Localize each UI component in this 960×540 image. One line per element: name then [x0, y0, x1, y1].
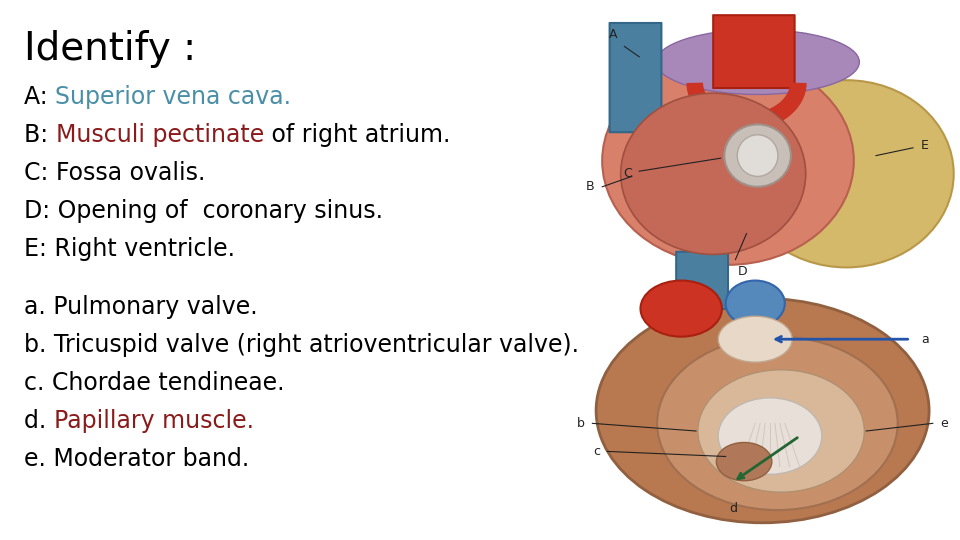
Ellipse shape [596, 299, 929, 523]
Ellipse shape [724, 124, 791, 187]
FancyBboxPatch shape [676, 252, 728, 309]
FancyBboxPatch shape [713, 15, 795, 88]
Text: b. Tricuspid valve (right atrioventricular valve).: b. Tricuspid valve (right atrioventricul… [24, 333, 579, 357]
Ellipse shape [726, 281, 785, 327]
Ellipse shape [718, 316, 792, 362]
Text: c: c [592, 445, 600, 458]
Ellipse shape [658, 336, 898, 510]
Ellipse shape [718, 398, 822, 474]
Text: Musculi pectinate: Musculi pectinate [56, 123, 264, 147]
Text: D: D [738, 265, 748, 278]
Text: of right atrium.: of right atrium. [264, 123, 450, 147]
Ellipse shape [640, 281, 722, 336]
Text: D: Opening of  coronary sinus.: D: Opening of coronary sinus. [24, 199, 383, 223]
Text: C: Fossa ovalis.: C: Fossa ovalis. [24, 161, 205, 185]
Text: a: a [922, 333, 929, 346]
Ellipse shape [716, 442, 772, 481]
Text: b: b [577, 417, 585, 430]
Text: d.: d. [24, 409, 54, 433]
Text: A:: A: [24, 85, 55, 109]
Text: e: e [940, 417, 948, 430]
Ellipse shape [739, 80, 953, 267]
Text: E: E [921, 139, 928, 152]
Text: d: d [729, 502, 737, 515]
Ellipse shape [656, 30, 859, 94]
Text: A: A [609, 28, 617, 41]
Text: Identify :: Identify : [24, 30, 196, 68]
Text: a. Pulmonary valve.: a. Pulmonary valve. [24, 295, 257, 319]
Text: Superior vena cava.: Superior vena cava. [55, 85, 291, 109]
Ellipse shape [698, 370, 864, 492]
Text: B: B [587, 180, 595, 193]
Text: c. Chordae tendineae.: c. Chordae tendineae. [24, 371, 284, 395]
Text: C: C [623, 167, 632, 180]
FancyBboxPatch shape [610, 23, 661, 132]
Ellipse shape [621, 93, 805, 254]
Text: e. Moderator band.: e. Moderator band. [24, 447, 250, 471]
Text: E: Right ventricle.: E: Right ventricle. [24, 237, 235, 261]
Ellipse shape [602, 57, 853, 265]
Text: Papillary muscle.: Papillary muscle. [54, 409, 253, 433]
Ellipse shape [737, 135, 778, 177]
Text: B:: B: [24, 123, 56, 147]
